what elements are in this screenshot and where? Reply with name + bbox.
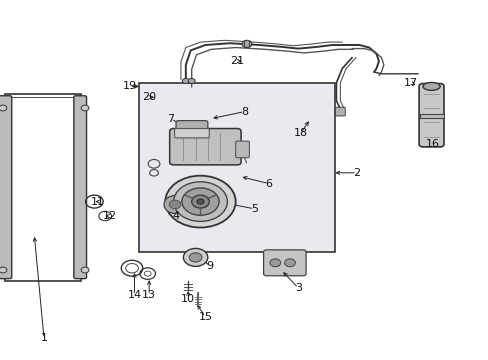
Circle shape <box>188 78 195 84</box>
Text: 3: 3 <box>294 283 301 293</box>
FancyBboxPatch shape <box>174 129 209 138</box>
Circle shape <box>197 199 203 204</box>
Text: 13: 13 <box>142 290 156 300</box>
Text: 18: 18 <box>293 128 307 138</box>
Bar <box>419 114 443 118</box>
Text: 17: 17 <box>403 78 417 88</box>
Text: 8: 8 <box>241 107 247 117</box>
Text: 16: 16 <box>425 139 439 149</box>
Text: 21: 21 <box>230 56 244 66</box>
Text: 14: 14 <box>127 290 141 300</box>
Text: 12: 12 <box>103 211 117 221</box>
Circle shape <box>0 105 7 111</box>
Text: 6: 6 <box>265 179 272 189</box>
FancyBboxPatch shape <box>176 121 207 133</box>
Text: 5: 5 <box>250 204 257 214</box>
Ellipse shape <box>164 195 185 213</box>
Ellipse shape <box>422 82 439 90</box>
Circle shape <box>81 267 89 273</box>
Bar <box>5 94 81 281</box>
Text: 9: 9 <box>206 261 213 271</box>
Circle shape <box>242 40 251 48</box>
Circle shape <box>189 253 202 262</box>
Circle shape <box>182 78 189 84</box>
Text: 7: 7 <box>167 114 174 124</box>
Circle shape <box>182 188 219 215</box>
Text: 11: 11 <box>91 197 104 207</box>
FancyBboxPatch shape <box>263 250 305 276</box>
FancyBboxPatch shape <box>335 107 345 116</box>
Circle shape <box>191 195 209 208</box>
Text: 19: 19 <box>122 81 136 91</box>
Circle shape <box>284 259 295 267</box>
Text: 1: 1 <box>41 333 47 343</box>
Circle shape <box>173 182 227 221</box>
Text: 2: 2 <box>353 168 360 178</box>
Circle shape <box>269 259 280 267</box>
Circle shape <box>165 176 235 228</box>
Circle shape <box>183 248 207 266</box>
Text: 10: 10 <box>181 294 195 304</box>
FancyBboxPatch shape <box>74 96 86 279</box>
Circle shape <box>0 267 7 273</box>
Text: 15: 15 <box>198 312 212 322</box>
FancyBboxPatch shape <box>418 84 443 147</box>
Circle shape <box>169 200 181 209</box>
FancyBboxPatch shape <box>235 141 249 158</box>
Circle shape <box>81 105 89 111</box>
FancyBboxPatch shape <box>169 129 241 165</box>
Bar <box>139 83 334 252</box>
FancyBboxPatch shape <box>0 96 12 279</box>
Text: 4: 4 <box>172 211 179 221</box>
Text: 20: 20 <box>142 92 156 102</box>
